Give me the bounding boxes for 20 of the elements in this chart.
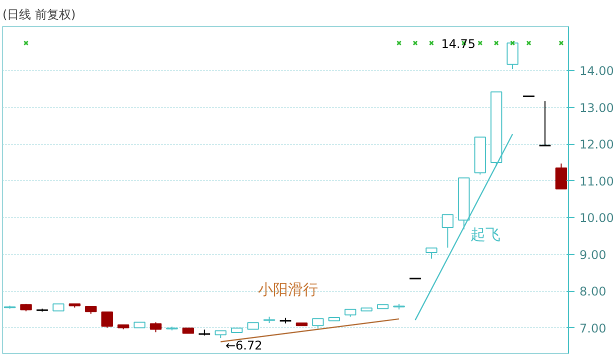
candlestick — [312, 318, 324, 330]
chart-title: (日线 前复权) — [2, 8, 76, 22]
y-tick-label: 14.00 — [580, 64, 614, 78]
y-tick-label: 8.00 — [580, 284, 606, 299]
y-tick-label: 13.00 — [580, 100, 614, 115]
candlestick — [442, 214, 454, 248]
y-tick-label: 7.00 — [580, 321, 606, 336]
candlestick — [101, 311, 113, 328]
y-tick-label: 11.00 — [580, 174, 614, 188]
y-tick-label: 9.00 — [580, 248, 606, 262]
annotation: 小阳滑行 — [258, 280, 318, 298]
annotation: 14.75 — [441, 36, 476, 51]
candlestick — [426, 248, 438, 260]
candlestick — [555, 163, 568, 190]
y-tick-label: 12.00 — [580, 138, 614, 152]
candlestick — [150, 322, 162, 333]
y-tick-label: 10.00 — [580, 211, 614, 226]
annotation: 起飞 — [470, 225, 500, 244]
annotation: ←6.72 — [225, 338, 262, 352]
candlestick — [538, 100, 552, 146]
